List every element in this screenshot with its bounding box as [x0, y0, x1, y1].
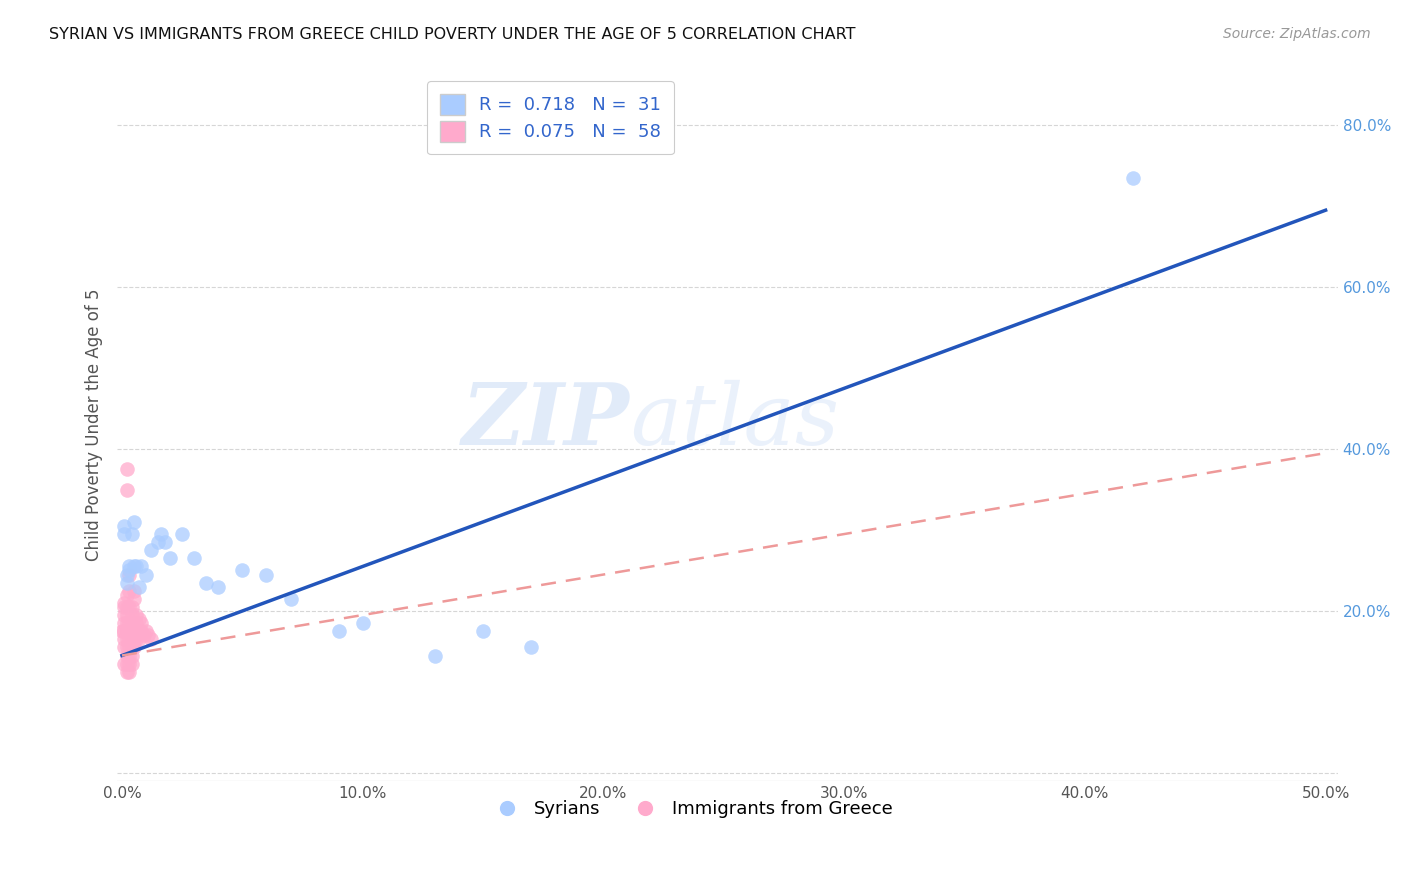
Point: [112, 596, 135, 610]
Point: [121, 648, 143, 663]
Point: [139, 632, 162, 647]
Point: [112, 640, 135, 655]
Point: [121, 616, 143, 631]
Point: [207, 580, 229, 594]
Point: [122, 591, 145, 606]
Point: [118, 657, 141, 671]
Point: [115, 624, 138, 639]
Point: [112, 657, 135, 671]
Point: [115, 599, 138, 614]
Point: [128, 612, 150, 626]
Point: [125, 607, 148, 622]
Point: [115, 588, 138, 602]
Point: [115, 616, 138, 631]
Point: [149, 527, 172, 541]
Point: [121, 640, 143, 655]
Point: [115, 648, 138, 663]
Point: [121, 527, 143, 541]
Point: [112, 527, 135, 541]
Point: [115, 607, 138, 622]
Point: [118, 665, 141, 679]
Point: [118, 640, 141, 655]
Point: [112, 519, 135, 533]
Point: [125, 632, 148, 647]
Point: [135, 624, 157, 639]
Point: [125, 624, 148, 639]
Point: [280, 591, 302, 606]
Point: [135, 567, 157, 582]
Point: [121, 632, 143, 647]
Point: [122, 515, 145, 529]
Point: [115, 640, 138, 655]
Point: [121, 624, 143, 639]
Point: [121, 607, 143, 622]
Point: [121, 599, 143, 614]
Legend: Syrians, Immigrants from Greece: Syrians, Immigrants from Greece: [481, 793, 900, 825]
Point: [112, 607, 135, 622]
Text: Source: ZipAtlas.com: Source: ZipAtlas.com: [1223, 27, 1371, 41]
Point: [118, 648, 141, 663]
Point: [112, 616, 135, 631]
Point: [125, 616, 148, 631]
Point: [195, 575, 218, 590]
Point: [112, 632, 135, 647]
Point: [520, 640, 543, 655]
Point: [183, 551, 205, 566]
Point: [1122, 170, 1144, 185]
Point: [122, 559, 145, 574]
Point: [146, 535, 169, 549]
Point: [138, 628, 160, 642]
Point: [115, 575, 138, 590]
Point: [122, 640, 145, 655]
Point: [328, 624, 350, 639]
Text: SYRIAN VS IMMIGRANTS FROM GREECE CHILD POVERTY UNDER THE AGE OF 5 CORRELATION CH: SYRIAN VS IMMIGRANTS FROM GREECE CHILD P…: [49, 27, 856, 42]
Point: [128, 624, 150, 639]
Point: [118, 624, 141, 639]
Point: [122, 583, 145, 598]
Point: [115, 462, 138, 476]
Text: ZIP: ZIP: [463, 379, 630, 463]
Point: [139, 543, 162, 558]
Point: [352, 616, 374, 631]
Y-axis label: Child Poverty Under the Age of 5: Child Poverty Under the Age of 5: [86, 288, 103, 561]
Point: [115, 567, 138, 582]
Point: [118, 567, 141, 582]
Point: [111, 624, 134, 639]
Point: [254, 567, 277, 582]
Point: [118, 616, 141, 631]
Point: [115, 632, 138, 647]
Point: [118, 583, 141, 598]
Point: [172, 527, 194, 541]
Point: [128, 632, 150, 647]
Point: [472, 624, 495, 639]
Point: [115, 657, 138, 671]
Point: [115, 483, 138, 497]
Point: [423, 648, 446, 663]
Point: [112, 624, 135, 639]
Point: [231, 564, 253, 578]
Text: atlas: atlas: [630, 380, 839, 463]
Point: [129, 559, 152, 574]
Point: [132, 628, 155, 642]
Point: [159, 551, 181, 566]
Point: [155, 535, 177, 549]
Point: [118, 559, 141, 574]
Point: [122, 632, 145, 647]
Point: [125, 559, 148, 574]
Point: [128, 580, 150, 594]
Point: [121, 657, 143, 671]
Point: [122, 624, 145, 639]
Point: [129, 624, 152, 639]
Point: [129, 616, 152, 631]
Point: [118, 564, 141, 578]
Point: [118, 632, 141, 647]
Point: [112, 599, 135, 614]
Point: [118, 599, 141, 614]
Point: [115, 624, 138, 639]
Point: [115, 665, 138, 679]
